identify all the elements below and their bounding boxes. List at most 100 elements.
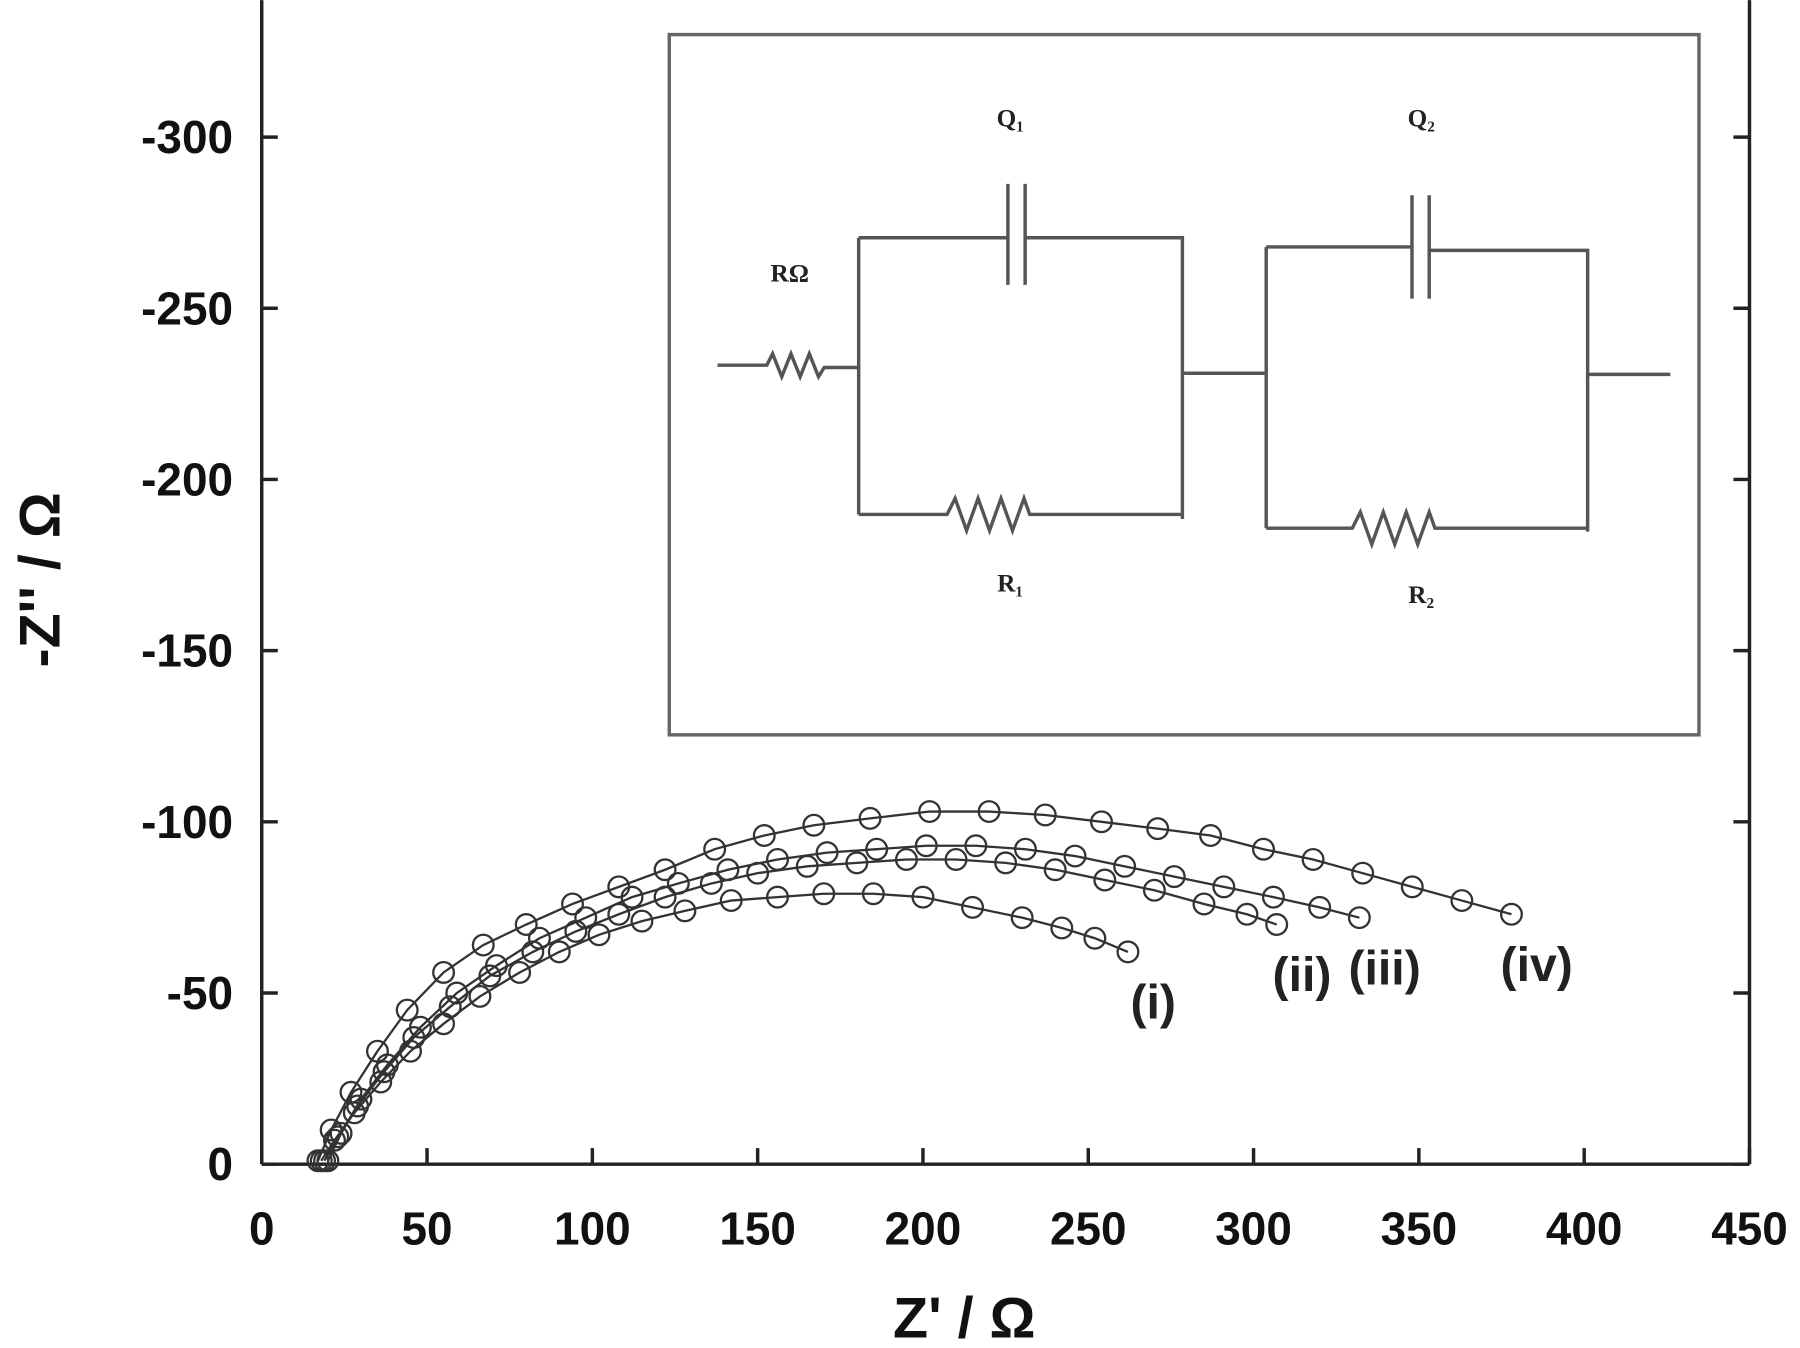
- y-axis-label: -Z'' / Ω: [9, 492, 73, 667]
- data-point: [994, 851, 1018, 875]
- data-point: [339, 1080, 363, 1104]
- data-point: [574, 906, 598, 930]
- data-point: [766, 847, 789, 871]
- data-point: [1199, 824, 1223, 847]
- data-point: [527, 926, 551, 950]
- data-point: [964, 834, 988, 858]
- x-tick-label: 300: [1215, 1203, 1292, 1255]
- data-point: [1308, 895, 1332, 919]
- series-label: (i): [1130, 975, 1176, 1029]
- data-point: [673, 899, 697, 923]
- data-point: [438, 995, 462, 1019]
- data-point: [1083, 926, 1107, 950]
- y-tick-label: 0: [208, 1138, 234, 1190]
- data-point: [1351, 861, 1375, 885]
- plot-frame: [260, 0, 1752, 1166]
- data-point: [918, 800, 942, 824]
- circuit-label: Q₂: [1408, 104, 1435, 132]
- data-point: [865, 837, 889, 861]
- y-tick-label: -300: [141, 111, 233, 163]
- data-point: [306, 1149, 330, 1173]
- data-point: [752, 824, 776, 847]
- data-point: [365, 1039, 389, 1063]
- data-point: [766, 885, 789, 909]
- data-point: [1212, 875, 1236, 899]
- data-point: [977, 800, 1001, 824]
- data-point: [514, 913, 538, 937]
- data-point: [1033, 803, 1057, 827]
- data-point: [484, 954, 508, 978]
- y-tick-label: -250: [141, 282, 233, 334]
- y-tick-label: -100: [141, 796, 233, 848]
- inset-circuit: Q₁ Q₂ RΩ R₁ R₂: [667, 32, 1701, 737]
- fit-line: [316, 810, 1512, 1162]
- data-point: [1252, 837, 1275, 861]
- data-point: [1400, 875, 1424, 899]
- data-point: [1235, 902, 1259, 926]
- series-label: (ii): [1273, 948, 1332, 1002]
- data-point: [1010, 906, 1034, 930]
- x-tick-label: 400: [1546, 1203, 1623, 1255]
- data-point: [914, 834, 938, 858]
- data-point: [1146, 817, 1170, 841]
- x-tick-label: 450: [1711, 1203, 1788, 1255]
- data-point: [944, 847, 968, 871]
- data-point: [587, 923, 611, 947]
- data-point: [1261, 885, 1285, 909]
- x-tick-label: 350: [1381, 1203, 1458, 1255]
- data-point: [1116, 940, 1140, 964]
- data-point: [445, 981, 469, 1005]
- x-tick-label: 0: [249, 1203, 275, 1255]
- data-point: [408, 1015, 432, 1039]
- series-label: (iv): [1501, 938, 1573, 992]
- data-point: [1043, 858, 1067, 882]
- data-point: [1050, 916, 1074, 940]
- data-point: [607, 875, 631, 899]
- data-point: [653, 858, 677, 882]
- data-point: [1162, 865, 1186, 889]
- data-point: [861, 882, 885, 906]
- data-point: [1301, 847, 1325, 871]
- data-point: [432, 960, 456, 984]
- data-point: [1142, 878, 1166, 902]
- x-tick-label: 150: [719, 1203, 796, 1255]
- y-tick-label: -150: [141, 625, 233, 677]
- data-point: [815, 841, 839, 865]
- circuit-label: Q₁: [997, 104, 1024, 132]
- data-point: [812, 882, 836, 906]
- data-point: [1450, 889, 1474, 913]
- x-tick-label: 50: [402, 1203, 453, 1255]
- data-point: [716, 858, 740, 882]
- data-point: [1093, 868, 1117, 892]
- data-point: [1192, 892, 1216, 916]
- data-point: [322, 1128, 346, 1152]
- data-point: [468, 984, 492, 1008]
- x-tick-label: 100: [554, 1203, 631, 1255]
- x-tick-label: 200: [885, 1203, 962, 1255]
- data-point: [1090, 810, 1113, 834]
- series-label: (iii): [1348, 941, 1420, 995]
- data-point: [894, 847, 918, 871]
- data-point: [1265, 913, 1289, 937]
- data-point: [703, 837, 727, 861]
- data-point: [911, 885, 935, 909]
- y-tick-label: -50: [167, 967, 233, 1019]
- circuit-label: R₂: [1408, 581, 1434, 609]
- fit-line: [326, 844, 1360, 1162]
- data-point: [630, 909, 654, 933]
- x-axis-label: Z' / Ω: [893, 1287, 1036, 1348]
- y-tick-label: -200: [141, 454, 233, 506]
- data-point: [1347, 906, 1371, 930]
- fit-line: [320, 892, 1129, 1162]
- data-point: [858, 806, 882, 830]
- data-point: [471, 933, 495, 957]
- data-point: [961, 895, 985, 919]
- data-point: [666, 871, 690, 895]
- data-point: [547, 940, 571, 964]
- circuit-label: R₁: [997, 569, 1023, 597]
- data-point: [719, 889, 743, 913]
- data-point: [699, 871, 723, 895]
- data-point: [395, 998, 419, 1022]
- data-point: [845, 851, 869, 875]
